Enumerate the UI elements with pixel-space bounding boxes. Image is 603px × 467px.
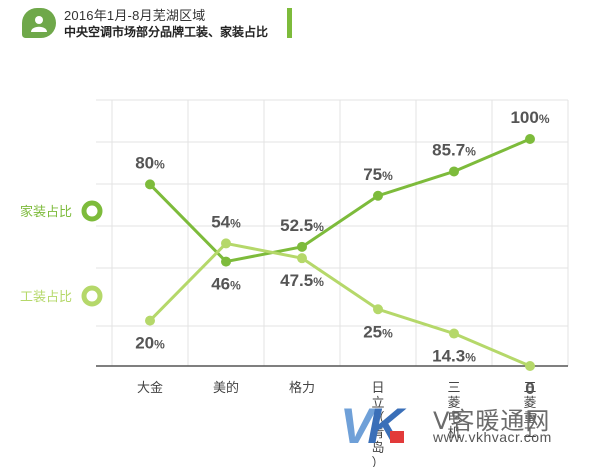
x-tick-label: 日立（青岛） [371, 381, 384, 467]
data-point [525, 361, 535, 371]
data-label: 75% [363, 165, 393, 184]
data-label: 47.5% [280, 271, 324, 290]
user-icon [22, 8, 56, 38]
chart-grid [96, 99, 569, 366]
x-tick-label: 三菱重工 [523, 381, 536, 441]
data-point [525, 134, 535, 144]
legend-marker [81, 285, 103, 307]
legend-marker [81, 200, 103, 222]
chart-title-subject: 中央空调市场部分品牌工装、家装占比 [64, 25, 269, 39]
data-point [449, 328, 459, 339]
data-labels: 80% 20% 46% 54% 52.5% 47.5% 75% 25% 85.7% 14.3% 10… [135, 108, 550, 398]
data-point [373, 304, 383, 315]
data-point [297, 253, 307, 264]
data-point [145, 179, 155, 190]
data-label: 25% [363, 322, 393, 341]
data-label: 20% [135, 334, 165, 353]
legend-label: 家装占比 [20, 204, 72, 220]
x-tick-label: 格力 [289, 380, 315, 396]
series-line [148, 241, 531, 368]
series-lines [148, 137, 531, 368]
data-label: 14.3% [432, 347, 476, 366]
title-accent-bar [287, 8, 292, 38]
x-tick-label: 大金 [137, 380, 163, 396]
data-point [145, 315, 155, 326]
series-points [145, 134, 535, 371]
data-label: 46% [211, 275, 241, 294]
x-tick-label: 美的 [213, 380, 239, 396]
watermark-site-name: V客暖通网 [433, 407, 551, 435]
watermark-logo-mark [390, 431, 404, 443]
data-label: 0 [525, 379, 534, 398]
watermark-url: www.vkhvacr.com [433, 429, 552, 445]
chart-header: 2016年1月-8月芜湖区域 中央空调市场部分品牌工装、家装占比 [0, 0, 603, 48]
data-point [221, 238, 231, 249]
x-axis-labels: 大金 美的 格力 日立（青岛） 三菱电机 三菱重工 [137, 380, 537, 467]
watermark-logo: VK [340, 398, 403, 454]
data-label: 100% [510, 108, 549, 127]
data-point [297, 241, 307, 252]
data-point [221, 256, 231, 267]
watermark: VK V客暖通网 www.vkhvacr.com [330, 395, 603, 455]
data-label: 52.5% [280, 216, 324, 235]
data-label: 54% [211, 212, 241, 231]
data-label: 85.7% [432, 140, 476, 159]
x-tick-label: 三菱电机 [447, 381, 460, 441]
chart-title-region: 2016年1月-8月芜湖区域 [64, 8, 206, 23]
data-point [449, 166, 459, 177]
data-point [373, 190, 383, 201]
series-line [148, 137, 531, 264]
legend-label: 工装占比 [20, 290, 72, 305]
data-label: 80% [135, 153, 165, 172]
